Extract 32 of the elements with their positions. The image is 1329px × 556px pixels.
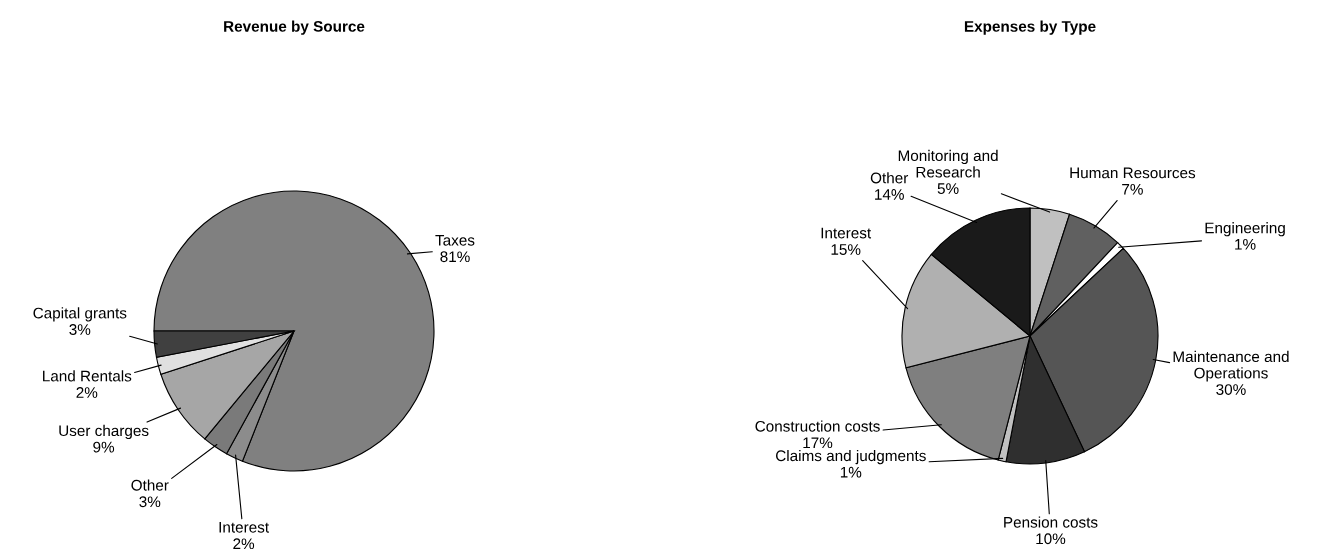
data-label: 14% bbox=[875, 189, 904, 200]
data-label: 17% bbox=[803, 437, 833, 449]
slice-label: Engineering bbox=[1205, 222, 1285, 237]
slice-label: User charges bbox=[59, 424, 149, 440]
slice-label: Other bbox=[870, 172, 909, 184]
data-label: 3% bbox=[69, 324, 91, 335]
data-label: 5% bbox=[937, 183, 959, 194]
data-label: 15% bbox=[831, 244, 861, 255]
data-label: 9% bbox=[93, 441, 115, 453]
data-label: 1% bbox=[1235, 239, 1256, 250]
slice-label: Claims and judgments bbox=[776, 449, 926, 465]
chart-title: Revenue by Source bbox=[224, 20, 365, 35]
slice-label: Construction costs bbox=[755, 420, 880, 432]
slice-label: Taxes bbox=[435, 235, 475, 246]
slice-label: Interest bbox=[821, 227, 872, 239]
data-label: 2% bbox=[76, 387, 98, 398]
slice-label: Human Resources bbox=[1070, 167, 1196, 179]
data-label: 7% bbox=[1122, 183, 1143, 195]
data-label: 3% bbox=[139, 496, 161, 508]
slice-label: Capital grants bbox=[33, 307, 127, 322]
data-label: 1% bbox=[840, 466, 862, 478]
slice-label: Other bbox=[131, 479, 169, 491]
slice-label: Land Rentals bbox=[43, 370, 132, 382]
data-label: 2% bbox=[233, 538, 255, 550]
data-label: 10% bbox=[1036, 533, 1066, 545]
data-label: 30% bbox=[1216, 384, 1246, 395]
data-label: 81% bbox=[440, 251, 470, 263]
slice-label: Maintenance and Operations bbox=[1173, 350, 1289, 382]
pie-slice bbox=[153, 190, 435, 472]
slice-label: Pension costs bbox=[1004, 516, 1098, 528]
chart-title: Expenses by Type bbox=[964, 20, 1096, 35]
slice-label: Interest bbox=[219, 522, 269, 533]
